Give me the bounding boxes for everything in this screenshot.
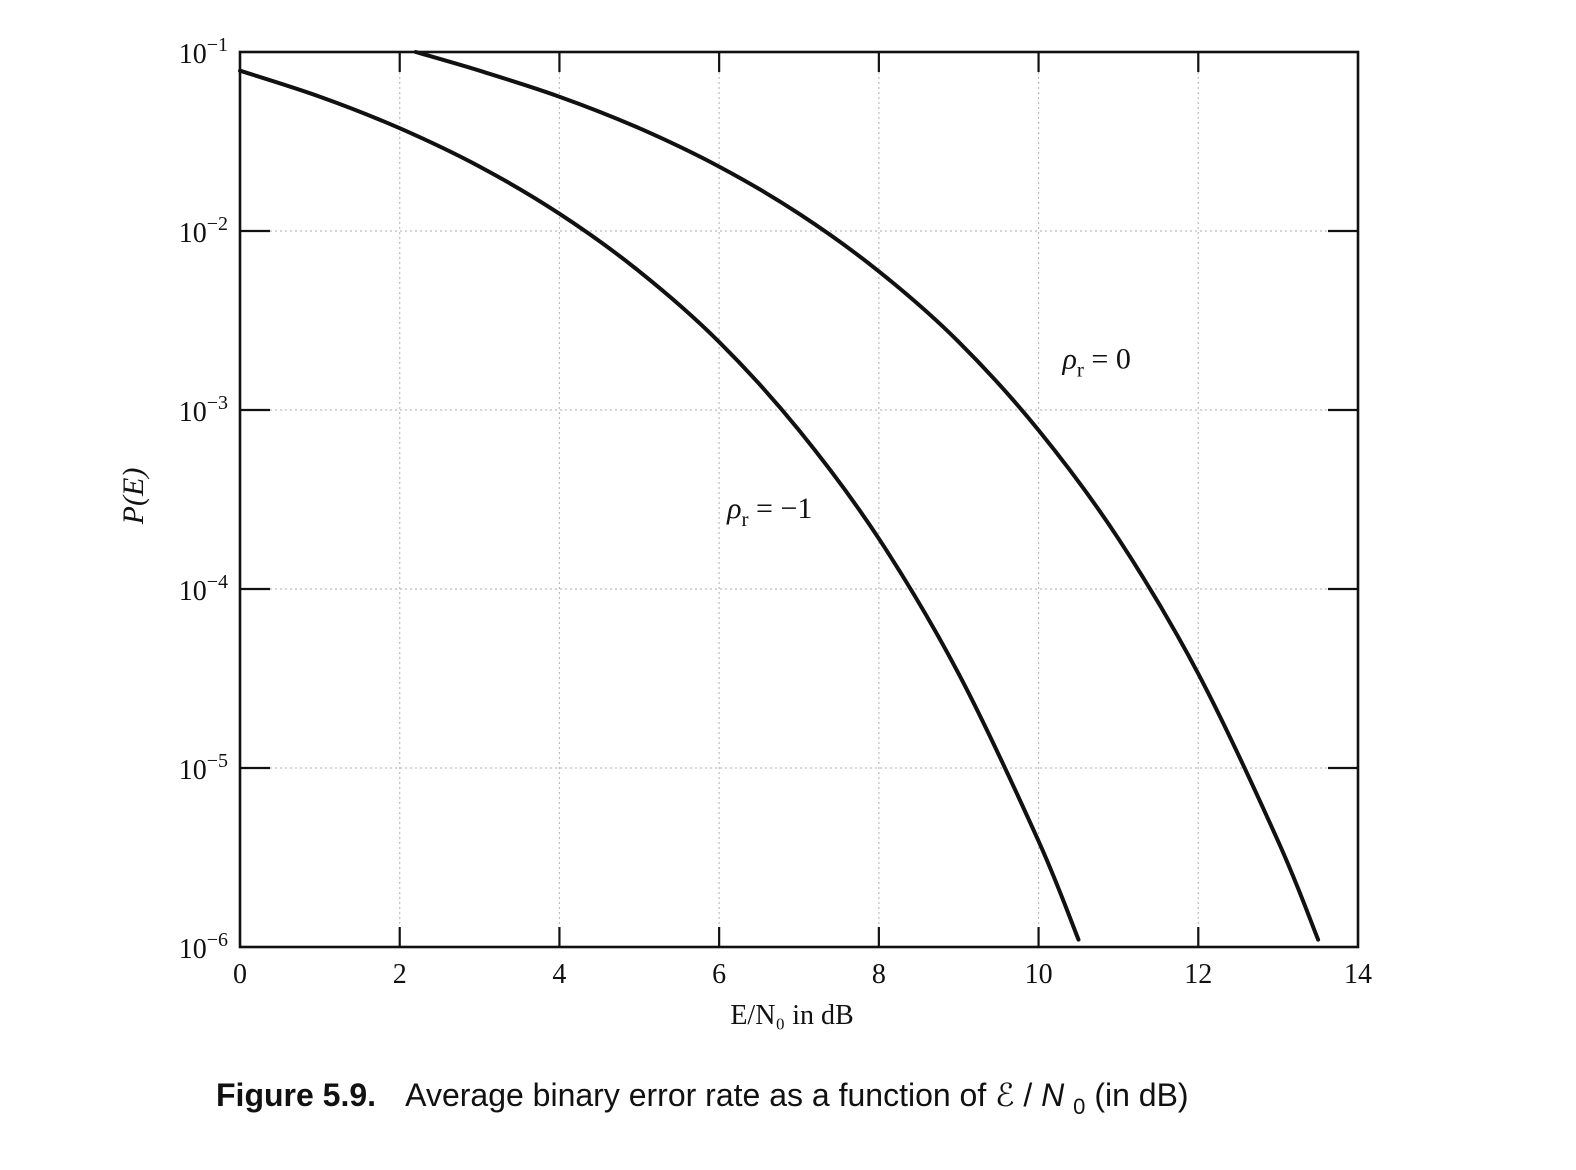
- curves: [238, 50, 1321, 942]
- y-tick-base: 10: [179, 397, 207, 428]
- x-tick-label: 6: [712, 959, 726, 990]
- figure-caption: Figure 5.9. Average binary error rate as…: [216, 1077, 1189, 1121]
- caption-slash: /: [1023, 1077, 1032, 1113]
- y-tick-label: 10−3: [179, 392, 228, 428]
- caption-text: Average binary error rate as a function …: [405, 1077, 995, 1113]
- x-tick-label: 14: [1344, 959, 1372, 990]
- y-tick-exponent: −1: [207, 34, 228, 56]
- y-tick-label: 10−6: [179, 929, 228, 965]
- y-tick-base: 10: [179, 218, 207, 249]
- series-line-1: [238, 68, 1081, 942]
- rho-value: = −1: [749, 492, 813, 525]
- y-tick-exponent: −5: [207, 750, 228, 772]
- y-tick-exponent: −2: [207, 213, 228, 235]
- x-tick-label: 4: [552, 959, 566, 990]
- caption-label: Figure 5.9.: [216, 1077, 376, 1113]
- x-tick-label: 0: [233, 959, 247, 990]
- x-tick-label: 2: [393, 959, 407, 990]
- x-tick-label: 12: [1184, 959, 1212, 990]
- curve-annotations: ρr = −1ρr = 0: [726, 343, 1131, 531]
- x-axis-label: E/N₀ in dB: [730, 1000, 853, 1031]
- y-tick-label: 10−2: [179, 213, 228, 249]
- y-tick-exponent: −3: [207, 392, 228, 414]
- y-tick-label: 10−1: [179, 34, 228, 70]
- curve-label-1: ρr = −1: [726, 492, 812, 531]
- curve-label-2: ρr = 0: [1062, 343, 1131, 382]
- rho-symbol: ρ: [726, 492, 741, 525]
- y-tick-label: 10−4: [179, 571, 228, 607]
- rho-value: = 0: [1084, 343, 1131, 376]
- y-tick-base: 10: [179, 39, 207, 70]
- y-axis-label: P(E): [117, 468, 150, 526]
- y-tick-label: 10−5: [179, 750, 228, 786]
- axis-ticks: [240, 52, 1358, 947]
- y-tick-exponent: −4: [207, 571, 228, 593]
- caption-symbol-e: ℰ: [995, 1077, 1014, 1113]
- y-tick-exponent: −6: [207, 929, 228, 951]
- caption-subscript: 0: [1073, 1094, 1085, 1119]
- caption-text-after: (in dB): [1094, 1077, 1188, 1113]
- x-tick-label: 8: [872, 959, 886, 990]
- y-tick-base: 10: [179, 576, 207, 607]
- series-line-2: [413, 50, 1321, 942]
- y-tick-base: 10: [179, 934, 207, 965]
- rho-subscript: r: [742, 507, 749, 531]
- x-tick-label: 10: [1025, 959, 1053, 990]
- y-tick-base: 10: [179, 755, 207, 786]
- caption-symbol-n: N: [1041, 1077, 1065, 1113]
- rho-symbol: ρ: [1062, 343, 1077, 376]
- rho-subscript: r: [1077, 358, 1084, 382]
- grid-lines: [240, 52, 1358, 947]
- plot-frame: [238, 50, 1360, 949]
